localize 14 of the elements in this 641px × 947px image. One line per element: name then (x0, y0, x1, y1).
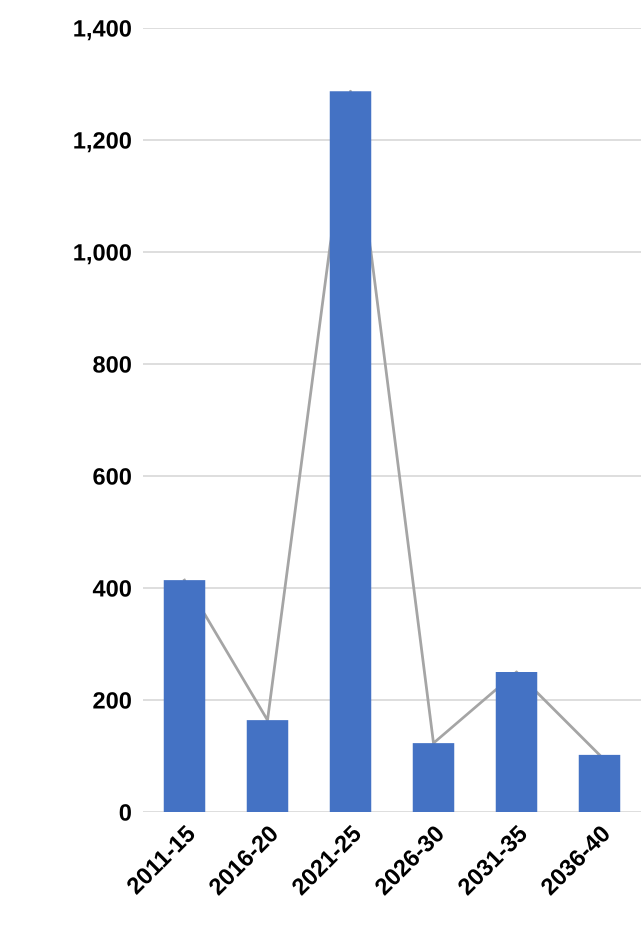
bar (496, 672, 538, 812)
bar (578, 754, 620, 812)
y-tick-label: 600 (93, 468, 131, 485)
y-tick-label: 1,400 (74, 20, 131, 40)
bar (164, 580, 206, 812)
bar (246, 720, 288, 812)
bar (412, 743, 454, 812)
y-tick-label: 1,000 (74, 244, 131, 264)
y-tick-label: 200 (93, 692, 131, 709)
y-tick-label: 400 (92, 580, 131, 597)
y-tick-label: 1,200 (74, 132, 131, 152)
bar (330, 91, 372, 812)
y-tick-label: 0 (120, 804, 131, 821)
y-tick-label: 800 (93, 356, 131, 373)
